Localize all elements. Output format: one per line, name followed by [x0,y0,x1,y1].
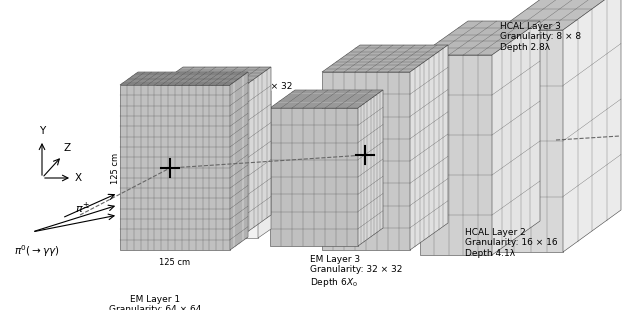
Polygon shape [148,67,271,92]
Polygon shape [230,72,248,250]
Polygon shape [358,90,383,246]
Bar [420,55,492,255]
Text: HCAL Layer 2
Granularity: 16 × 16
Depth 4.1λ: HCAL Layer 2 Granularity: 16 × 16 Depth … [465,228,557,258]
Polygon shape [498,0,621,30]
Text: HCAL Layer 1
Granularity: 16 × 16
Depth 1.5λ: HCAL Layer 1 Granularity: 16 × 16 Depth … [330,98,422,128]
Bar [322,72,410,250]
Polygon shape [240,91,271,100]
Polygon shape [492,21,540,255]
Bar [270,108,358,246]
Polygon shape [420,21,540,55]
Text: EM Layer 1
Granularity: 64 × 64
Depth 3$X_0$: EM Layer 1 Granularity: 64 × 64 Depth 3$… [109,295,201,310]
Polygon shape [258,91,271,238]
Text: $\pi^0(\rightarrow\gamma\gamma)$: $\pi^0(\rightarrow\gamma\gamma)$ [14,243,60,259]
Bar [240,100,258,238]
Text: HCAL Layer 3
Granularity: 8 × 8
Depth 2.8λ: HCAL Layer 3 Granularity: 8 × 8 Depth 2.… [500,22,581,52]
Text: Z: Z [64,143,71,153]
Polygon shape [270,90,383,108]
Text: 125 cm: 125 cm [159,258,191,267]
Text: EM Layer 2
Granularity: 32 × 32
Depth 16$X_0$: EM Layer 2 Granularity: 32 × 32 Depth 16… [200,72,292,106]
Bar [120,85,230,250]
Polygon shape [236,67,271,240]
Text: 125 cm: 125 cm [111,153,120,184]
Polygon shape [322,45,448,72]
Text: $\pi^{\pm}$: $\pi^{\pm}$ [75,200,90,216]
Polygon shape [410,45,448,250]
Text: X: X [75,173,82,183]
Bar [148,92,236,240]
Text: Y: Y [39,126,45,136]
Text: EM Layer 3
Granularity: 32 × 32
Depth 6$X_0$: EM Layer 3 Granularity: 32 × 32 Depth 6$… [310,255,403,289]
Polygon shape [120,72,248,85]
Polygon shape [563,0,621,252]
Bar [498,30,563,252]
